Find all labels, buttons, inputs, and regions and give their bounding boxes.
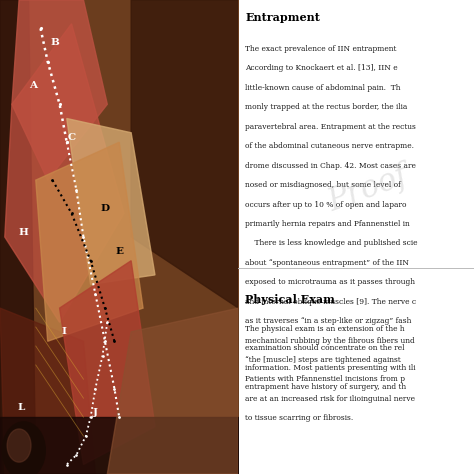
Text: C: C: [67, 133, 75, 142]
Text: primarily hernia repairs and Pfannenstiel in: primarily hernia repairs and Pfannenstie…: [246, 220, 410, 228]
Text: Proof: Proof: [324, 161, 412, 219]
Polygon shape: [67, 118, 155, 284]
Text: L: L: [18, 403, 25, 412]
Text: H: H: [19, 228, 29, 237]
Text: about “spontaneous entrapment” of the IIN: about “spontaneous entrapment” of the II…: [246, 259, 410, 267]
Text: Entrapment: Entrapment: [246, 12, 320, 23]
Text: little-known cause of abdominal pain.  Th: little-known cause of abdominal pain. Th: [246, 84, 401, 92]
Polygon shape: [131, 0, 238, 308]
Polygon shape: [5, 24, 124, 322]
Text: J: J: [93, 408, 98, 417]
Text: nosed or misdiagnosed, but some level of: nosed or misdiagnosed, but some level of: [246, 181, 401, 189]
Text: exposed to microtrauma as it passes through: exposed to microtrauma as it passes thro…: [246, 278, 416, 286]
Text: occurs after up to 10 % of open and laparo: occurs after up to 10 % of open and lapa…: [246, 201, 407, 209]
Text: Patients with Pfannenstiel incisions from p: Patients with Pfannenstiel incisions fro…: [246, 375, 405, 383]
Polygon shape: [0, 308, 95, 474]
Polygon shape: [12, 0, 107, 180]
Ellipse shape: [2, 422, 46, 474]
Text: paravertebral area. Entrapment at the rectus: paravertebral area. Entrapment at the re…: [246, 123, 416, 131]
Polygon shape: [36, 142, 143, 341]
Text: I: I: [62, 328, 67, 336]
Text: “the [muscle] steps are tightened against: “the [muscle] steps are tightened agains…: [246, 356, 401, 364]
Text: Physical Exam: Physical Exam: [246, 294, 336, 305]
Text: The exact prevalence of IIN entrapment: The exact prevalence of IIN entrapment: [246, 45, 397, 53]
Text: According to Knockaert et al. [13], IIN e: According to Knockaert et al. [13], IIN …: [246, 64, 398, 73]
Text: E: E: [115, 247, 123, 255]
Polygon shape: [107, 308, 238, 474]
Text: drome discussed in Chap. 42. Most cases are: drome discussed in Chap. 42. Most cases …: [246, 162, 416, 170]
Text: monly trapped at the rectus border, the ilia: monly trapped at the rectus border, the …: [246, 103, 408, 111]
Text: and internal oblique muscles [9]. The nerve c: and internal oblique muscles [9]. The ne…: [246, 298, 417, 306]
Text: There is less knowledge and published scie: There is less knowledge and published sc…: [246, 239, 418, 247]
Polygon shape: [60, 261, 155, 465]
Text: mechanical rubbing by the fibrous fibers und: mechanical rubbing by the fibrous fibers…: [246, 337, 415, 345]
Text: D: D: [100, 204, 109, 213]
Text: examination should concentrate on the rel: examination should concentrate on the re…: [246, 344, 405, 352]
Text: A: A: [29, 81, 37, 90]
Ellipse shape: [7, 429, 31, 462]
Text: are at an increased risk for ilioinguinal nerve: are at an increased risk for ilioinguina…: [246, 395, 416, 403]
Text: entrapment have history of surgery, and th: entrapment have history of surgery, and …: [246, 383, 407, 391]
Text: The physical exam is an extension of the h: The physical exam is an extension of the…: [246, 325, 405, 333]
Polygon shape: [0, 0, 36, 474]
Text: of the abdominal cutaneous nerve entrapme.: of the abdominal cutaneous nerve entrapm…: [246, 142, 414, 150]
Text: as it traverses “in a step-like or zigzag” fash: as it traverses “in a step-like or zigza…: [246, 317, 412, 325]
Text: B: B: [50, 38, 59, 47]
Text: to tissue scarring or fibrosis.: to tissue scarring or fibrosis.: [246, 414, 354, 422]
Text: information. Most patients presenting with ili: information. Most patients presenting wi…: [246, 364, 416, 372]
